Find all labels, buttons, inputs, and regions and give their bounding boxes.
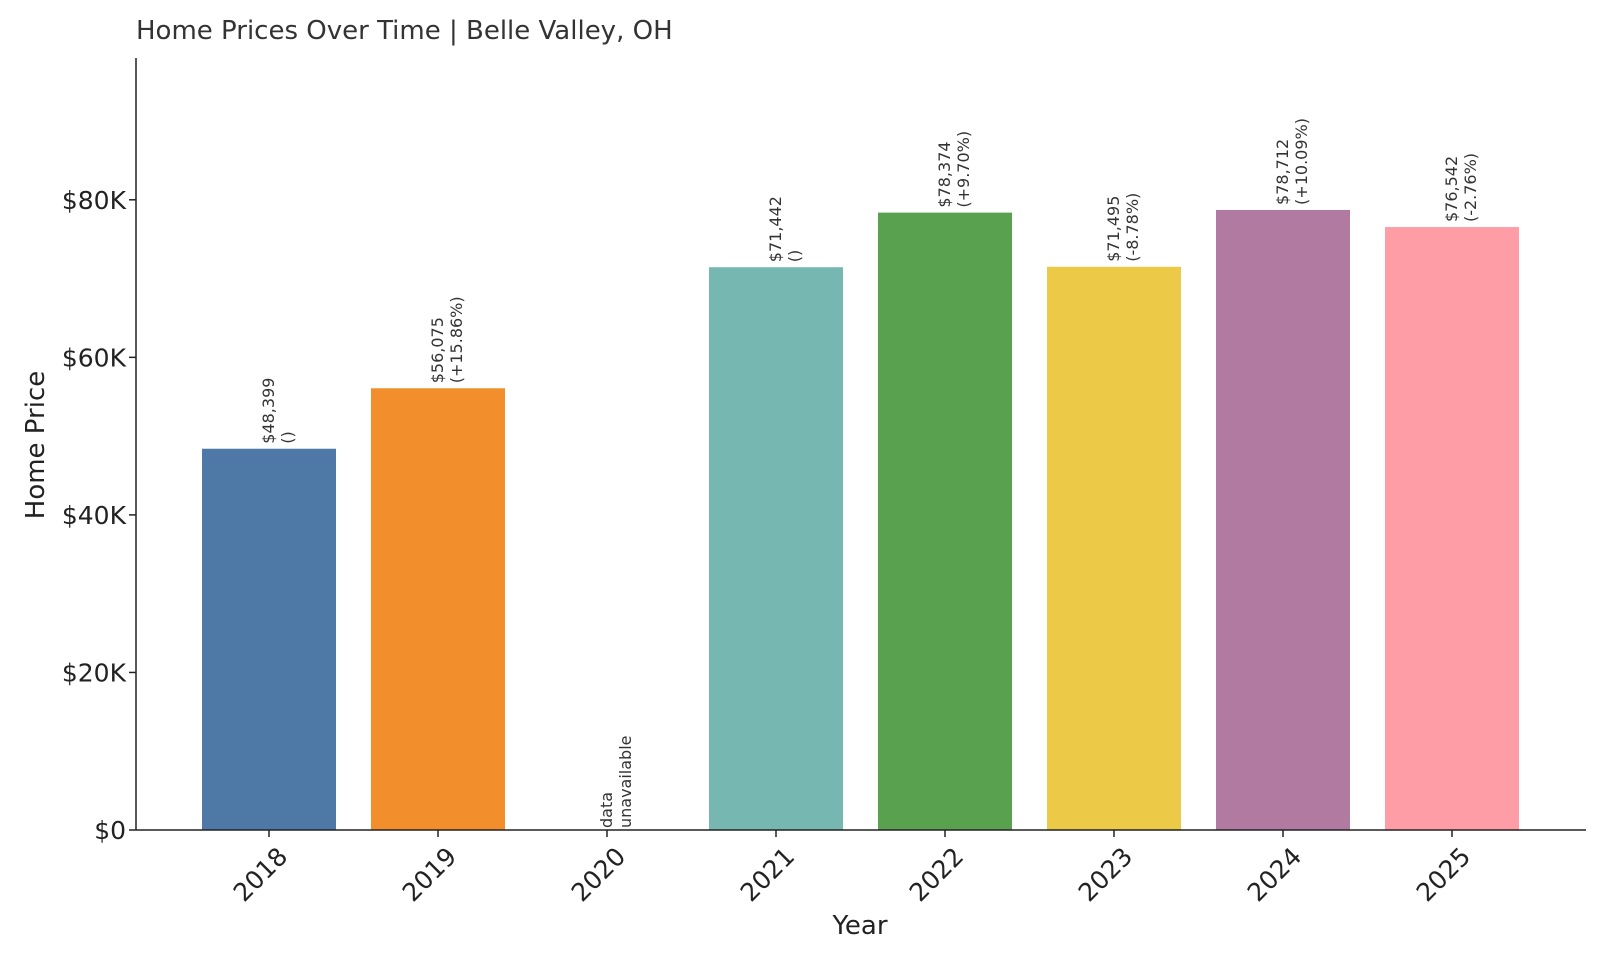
- y-tick-label-0: $0: [94, 816, 126, 845]
- change-label-2024: (+10.09%): [1292, 118, 1311, 205]
- data-label-2024: $78,712(+10.09%): [1273, 118, 1311, 205]
- change-label-2021: (): [785, 250, 804, 262]
- y-tick-label-4: $80K: [62, 186, 127, 215]
- x-tick-label-2019: 2019: [397, 842, 462, 907]
- data-label-2025: $76,542(-2.76%): [1442, 153, 1480, 222]
- missing-data-label-2020: dataunavailable: [597, 736, 635, 829]
- bar-2023: [1047, 266, 1181, 830]
- x-tick-label-2022: 2022: [904, 842, 969, 907]
- data-label-2018: $48,399(): [259, 378, 297, 444]
- bar-2021: [709, 267, 843, 830]
- x-tick-label-2020: 2020: [566, 842, 631, 907]
- data-label-2019: $56,075(+15.86%): [428, 296, 466, 383]
- change-label-2025: (-2.76%): [1461, 153, 1480, 222]
- bar-2025: [1385, 227, 1519, 830]
- y-tick-label-1: $20K: [62, 658, 127, 687]
- bar-2018: [202, 448, 336, 830]
- x-tick-label-2021: 2021: [735, 842, 800, 907]
- value-label-2019: $56,075: [428, 317, 447, 383]
- value-label-2023: $71,495: [1104, 196, 1123, 262]
- data-label-2023: $71,495(-8.78%): [1104, 193, 1142, 262]
- bar-2024: [1216, 209, 1350, 830]
- value-label-2025: $76,542: [1442, 156, 1461, 222]
- data-label-2022: $78,374(+9.70%): [935, 131, 973, 208]
- value-label-2018: $48,399: [259, 378, 278, 444]
- change-label-2019: (+15.86%): [447, 296, 466, 383]
- x-tick-label-2024: 2024: [1242, 842, 1307, 907]
- data-label-2021: $71,442(): [766, 196, 804, 262]
- bar-2019: [371, 388, 505, 830]
- bars-layer: [202, 209, 1519, 831]
- value-label-2024: $78,712: [1273, 139, 1292, 205]
- y-tick-label-3: $60K: [62, 343, 127, 372]
- x-axis-label: Year: [831, 911, 887, 941]
- change-label-2022: (+9.70%): [954, 131, 973, 208]
- y-tick-label-2: $40K: [62, 501, 127, 530]
- bar-2022: [878, 212, 1012, 831]
- change-label-2018: (): [278, 431, 297, 443]
- x-tick-label-2023: 2023: [1073, 842, 1138, 907]
- value-label-2021: $71,442: [766, 196, 785, 262]
- change-label-2023: (-8.78%): [1123, 193, 1142, 262]
- x-tick-label-2025: 2025: [1411, 842, 1476, 907]
- chart-title: Home Prices Over Time | Belle Valley, OH: [136, 16, 673, 46]
- y-axis-label: Home Price: [21, 371, 51, 519]
- value-label-2022: $78,374: [935, 141, 954, 207]
- x-tick-label-2018: 2018: [228, 842, 293, 907]
- data-labels-layer: $48,399()$56,075(+15.86%)dataunavailable…: [259, 118, 1480, 828]
